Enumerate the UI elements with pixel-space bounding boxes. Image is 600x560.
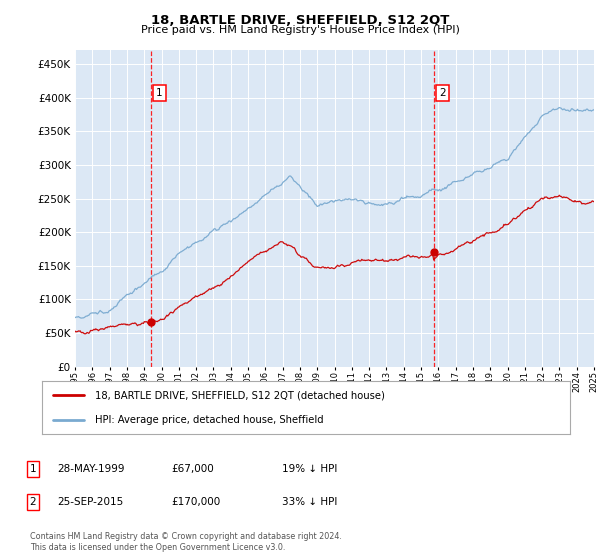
Text: 1: 1	[29, 464, 37, 474]
Text: HPI: Average price, detached house, Sheffield: HPI: Average price, detached house, Shef…	[95, 414, 323, 424]
Text: 28-MAY-1999: 28-MAY-1999	[57, 464, 125, 474]
Text: 18, BARTLE DRIVE, SHEFFIELD, S12 2QT (detached house): 18, BARTLE DRIVE, SHEFFIELD, S12 2QT (de…	[95, 390, 385, 400]
Text: 25-SEP-2015: 25-SEP-2015	[57, 497, 123, 507]
Text: £170,000: £170,000	[171, 497, 220, 507]
Text: £67,000: £67,000	[171, 464, 214, 474]
Text: 1: 1	[156, 88, 163, 98]
Text: 19% ↓ HPI: 19% ↓ HPI	[282, 464, 337, 474]
Text: 2: 2	[29, 497, 37, 507]
Text: Contains HM Land Registry data © Crown copyright and database right 2024.
This d: Contains HM Land Registry data © Crown c…	[30, 532, 342, 552]
Text: 2: 2	[439, 88, 446, 98]
Text: 33% ↓ HPI: 33% ↓ HPI	[282, 497, 337, 507]
Text: Price paid vs. HM Land Registry's House Price Index (HPI): Price paid vs. HM Land Registry's House …	[140, 25, 460, 35]
Text: 18, BARTLE DRIVE, SHEFFIELD, S12 2QT: 18, BARTLE DRIVE, SHEFFIELD, S12 2QT	[151, 14, 449, 27]
